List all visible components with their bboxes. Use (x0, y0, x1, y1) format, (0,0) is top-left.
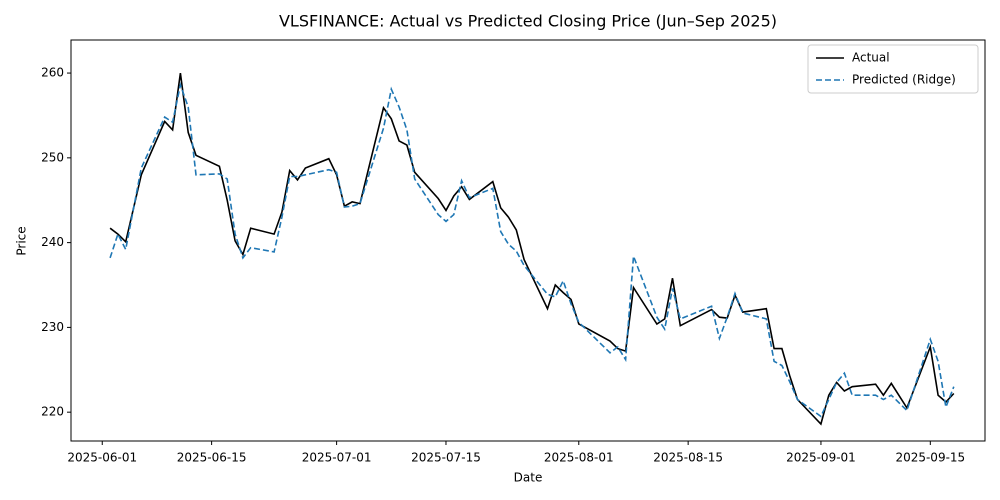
x-tick-label: 2025-06-15 (177, 451, 247, 465)
y-tick-label: 260 (41, 66, 64, 80)
legend-label: Predicted (Ridge) (852, 73, 956, 87)
x-tick-label: 2025-07-01 (302, 451, 372, 465)
plot-frame (70, 39, 986, 442)
y-axis-label: Price (15, 226, 29, 255)
x-tick-label: 2025-08-01 (544, 451, 614, 465)
x-tick-label: 2025-08-15 (653, 451, 723, 465)
y-tick-label: 230 (41, 320, 64, 334)
x-tick-label: 2025-07-15 (411, 451, 481, 465)
x-tick-label: 2025-06-01 (67, 451, 137, 465)
series-line (109, 72, 955, 426)
series-line (109, 81, 955, 418)
y-tick-label: 220 (41, 405, 64, 419)
x-tick-label: 2025-09-15 (895, 451, 965, 465)
x-tick-label: 2025-09-01 (786, 451, 856, 465)
x-axis-label: Date (514, 471, 543, 485)
y-tick-label: 250 (41, 150, 64, 164)
y-tick-label: 240 (41, 235, 64, 249)
chart-title: VLSFINANCE: Actual vs Predicted Closing … (279, 12, 777, 31)
legend-label: Actual (852, 51, 890, 65)
legend-box (807, 44, 979, 94)
